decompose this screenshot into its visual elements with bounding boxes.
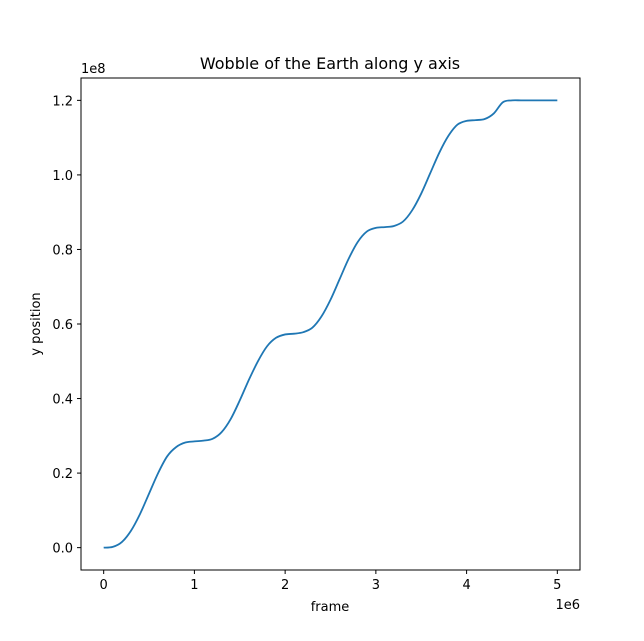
y-offset-text: 1e8 [81,62,106,77]
y-tick-label: 0.8 [52,243,73,258]
series-line [103,99,558,549]
y-tick-label: 0.2 [52,467,73,482]
y-tick-label: 1.0 [52,169,73,184]
x-axis-ticks: 0 1 2 3 4 5 [100,570,561,593]
chart-title: Wobble of the Earth along y axis [200,54,460,73]
y-axis-ticks: 0.0 0.2 0.4 0.6 0.8 1.0 1.2 [52,94,81,557]
y-tick-label: 0.0 [52,542,73,557]
x-axis-title: frame [311,600,350,615]
y-axis-title: y position [29,292,44,355]
y-tick-label: 0.4 [52,393,73,408]
plot-area-frame [80,77,581,571]
x-tick-label: 0 [100,578,108,593]
x-tick-label: 3 [372,578,380,593]
x-tick-label: 4 [462,578,470,593]
x-tick-label: 5 [553,578,561,593]
y-tick-label: 0.6 [52,318,73,333]
x-offset-text: 1e6 [555,598,580,613]
y-tick-label: 1.2 [52,94,73,109]
x-tick-label: 1 [190,578,198,593]
x-tick-label: 2 [281,578,289,593]
